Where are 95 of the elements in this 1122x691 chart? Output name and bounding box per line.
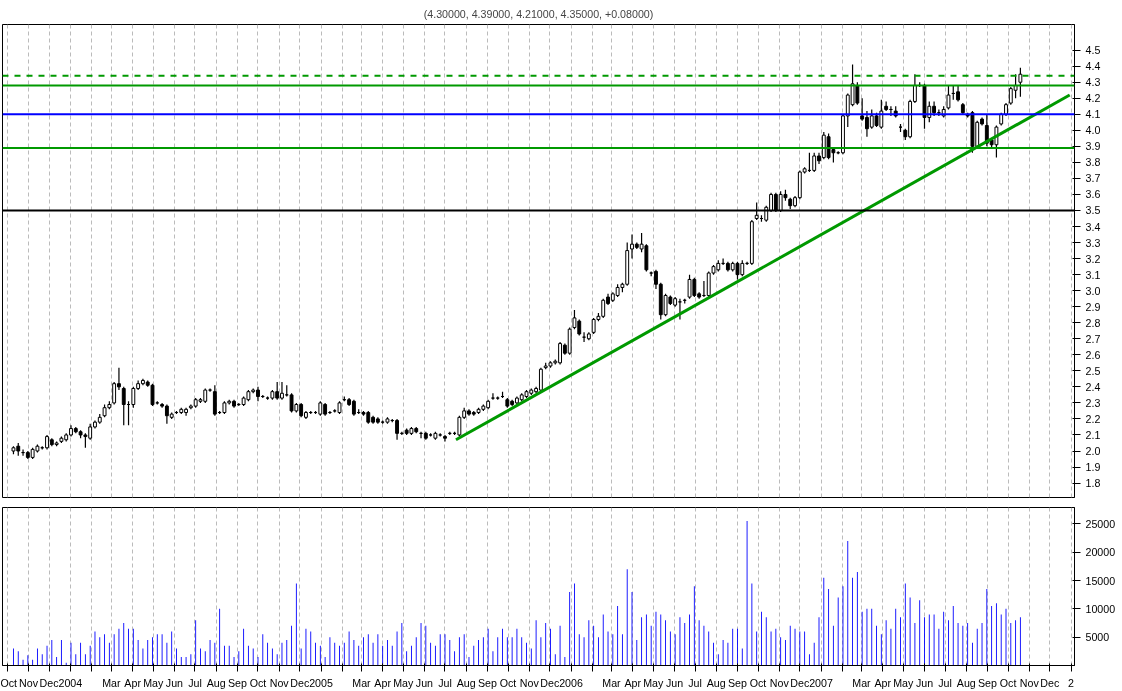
x-tick-label: Dec: [540, 676, 560, 689]
candlestick: [112, 381, 117, 406]
y-tick-label: 20000: [1085, 546, 1116, 559]
y-tick-label: 2.8: [1085, 316, 1101, 329]
x-tick-label: Nov: [519, 676, 540, 689]
y-tick-label: 2.6: [1085, 348, 1101, 361]
y-tick-label: 3.0: [1085, 284, 1101, 297]
y-tick-label: 2.7: [1085, 332, 1101, 345]
x-tick-label: Aug: [956, 676, 976, 689]
x-tick-label: Dec: [790, 676, 810, 689]
y-tick-label: 2.0: [1085, 445, 1101, 457]
y-tick-label: 3.3: [1085, 236, 1101, 249]
candlestick: [150, 383, 155, 407]
x-tick-label: 2: [1068, 676, 1075, 689]
y-tick-label: 25000: [1085, 517, 1116, 530]
x-tick-label: May: [643, 676, 664, 689]
x-tick-label: Sep: [978, 676, 998, 689]
x-tick-label: Jul: [688, 676, 702, 689]
y-tick-label: 3.1: [1085, 268, 1101, 281]
y-tick-label: 1.8: [1085, 477, 1101, 490]
candlestick: [946, 84, 951, 111]
candlestick: [812, 152, 817, 173]
y-tick-label: 4.4: [1085, 60, 1101, 73]
y-tick-label: 3.5: [1085, 204, 1101, 217]
x-tick-label: 2005: [309, 676, 333, 689]
y-tick-label: 4.3: [1085, 76, 1101, 89]
x-tick-label: Jun: [415, 676, 434, 689]
candlestick: [121, 386, 126, 426]
x-tick-label: Nov: [769, 676, 790, 689]
x-tick-label: Oct: [999, 676, 1017, 689]
y-tick-label: 3.4: [1085, 220, 1101, 233]
y-tick-label: 4.0: [1085, 124, 1101, 137]
y-tick-label: 10000: [1085, 602, 1116, 615]
x-tick-label: Nov: [269, 676, 290, 689]
y-tick-label: 5000: [1085, 631, 1110, 644]
x-tick-label: Apr: [374, 676, 392, 689]
x-tick-label: Mar: [352, 676, 372, 689]
x-tick-label: Aug: [206, 676, 226, 689]
x-tick-label: Jun: [665, 676, 684, 689]
x-tick-label: Apr: [874, 676, 892, 689]
candlestick: [884, 100, 889, 112]
y-tick-label: 4.5: [1085, 44, 1101, 57]
x-tick-label: Oct: [249, 676, 267, 689]
y-tick-label: 4.2: [1085, 92, 1101, 105]
x-tick-label: Nov: [19, 676, 39, 689]
x-tick-label: Mar: [602, 676, 622, 689]
x-tick-label: Jun: [165, 676, 184, 689]
y-tick-label: 2.1: [1085, 428, 1101, 441]
x-tick-label: Jul: [938, 676, 952, 689]
candlestick: [538, 367, 543, 393]
x-tick-label: 2006: [559, 676, 583, 689]
candlestick: [289, 392, 294, 414]
x-tick-label: Jul: [188, 676, 202, 689]
y-tick-label: 1.9: [1085, 461, 1101, 474]
candlestick: [826, 132, 831, 160]
candlestick: [395, 418, 399, 441]
x-tick-label: Dec: [290, 676, 310, 689]
candlestick: [212, 384, 217, 417]
y-tick-label: 4.1: [1085, 108, 1101, 121]
candlestick: [131, 386, 136, 409]
x-tick-label: Dec: [1040, 676, 1060, 689]
y-tick-label: 3.6: [1085, 188, 1101, 201]
x-tick-label: Oct: [749, 676, 767, 689]
x-tick-label: Jun: [915, 676, 934, 689]
y-tick-label: 3.7: [1085, 172, 1101, 185]
y-tick-label: 2.5: [1085, 364, 1101, 377]
x-tick-label: Apr: [624, 676, 642, 689]
x-tick-label: Aug: [456, 676, 476, 689]
candlestick: [1018, 67, 1023, 98]
y-tick-label: 2.3: [1085, 396, 1101, 409]
x-tick-label: Sep: [477, 676, 498, 689]
y-tick-label: 2.2: [1085, 412, 1101, 425]
y-tick-label: 2.9: [1085, 300, 1101, 313]
y-tick-label: 3.8: [1085, 156, 1101, 169]
candlestick: [687, 274, 692, 300]
x-tick-label: Apr: [124, 676, 142, 689]
chart-title: (4.30000, 4.39000, 4.21000, 4.35000, +0.08000): [423, 7, 654, 20]
y-tick-label: 3.9: [1085, 140, 1101, 153]
x-tick-label: May: [143, 676, 164, 689]
y-tick-label: 15000: [1085, 574, 1116, 587]
x-tick-label: Mar: [852, 676, 872, 689]
y-tick-label: 3.2: [1085, 252, 1101, 265]
x-tick-label: Oct: [499, 676, 517, 689]
x-tick-label: Nov: [1019, 676, 1040, 689]
x-tick-label: Sep: [728, 676, 748, 689]
x-tick-label: Aug: [706, 676, 726, 689]
x-tick-label: May: [893, 676, 914, 689]
x-tick-label: 2004: [58, 676, 83, 689]
x-tick-label: Jul: [438, 676, 452, 689]
x-tick-label: Mar: [102, 676, 122, 689]
x-tick-label: Sep: [227, 676, 247, 689]
x-tick-label: May: [393, 676, 414, 689]
y-tick-label: 2.4: [1085, 380, 1101, 393]
x-tick-label: Oct: [0, 676, 18, 689]
x-tick-label: 2007: [809, 676, 833, 689]
